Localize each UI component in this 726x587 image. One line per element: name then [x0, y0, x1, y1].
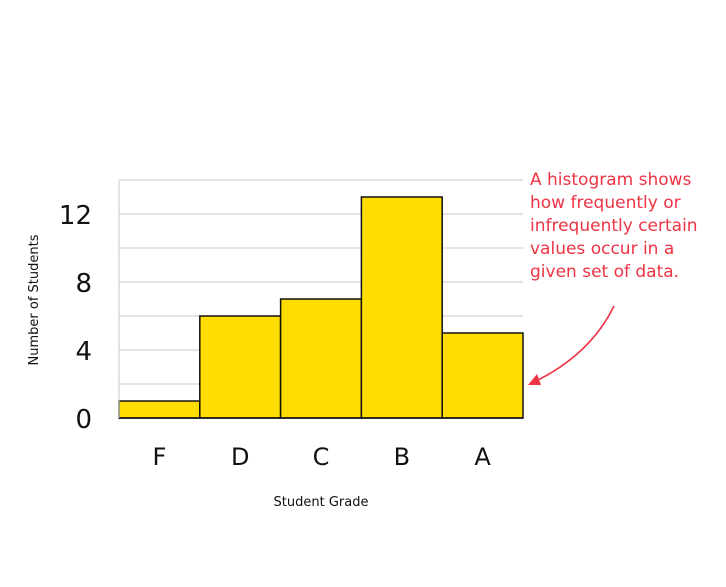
- x-tick-label: D: [231, 443, 249, 471]
- x-tick-label: F: [152, 443, 166, 471]
- bar-D: [199, 315, 282, 419]
- annotation-arrow: [533, 305, 615, 383]
- y-tick-label: 12: [59, 201, 92, 231]
- annotation-line: infrequently certain: [530, 216, 698, 236]
- annotation-line: how frequently or: [530, 193, 681, 213]
- annotation-line: values occur in a: [530, 239, 675, 259]
- annotation-line: A histogram shows: [530, 170, 692, 190]
- x-axis-label: Student Grade: [274, 495, 369, 510]
- x-tick-label: A: [474, 443, 491, 471]
- annotation-arrowhead: [528, 374, 541, 385]
- annotation-line: given set of data.: [530, 262, 680, 282]
- x-tick-label: B: [394, 443, 410, 471]
- bar-F: [118, 400, 201, 419]
- bars: [118, 196, 524, 419]
- x-tick-label: C: [313, 443, 330, 471]
- y-tick-labels: 0 4 8 12: [59, 201, 92, 435]
- y-tick-label: 8: [75, 269, 92, 299]
- y-axis-label: Number of Students: [27, 234, 42, 365]
- annotation-text: A histogram shows how frequently or infr…: [530, 169, 726, 284]
- bar-C: [279, 298, 363, 419]
- y-tick-label: 0: [75, 405, 92, 435]
- y-tick-label: 4: [75, 337, 92, 367]
- bar-A: [441, 332, 524, 419]
- bar-B: [360, 196, 443, 419]
